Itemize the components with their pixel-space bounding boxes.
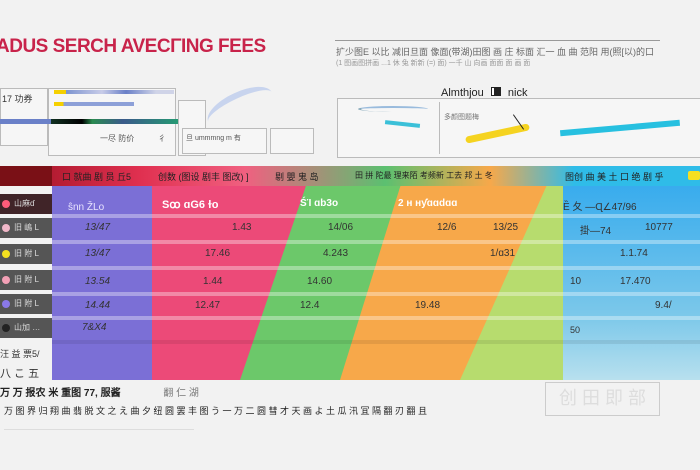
column-band-purple bbox=[52, 168, 152, 380]
table-cell: 1/ɑ31 bbox=[490, 248, 516, 259]
table-cell: 17.46 bbox=[205, 248, 231, 259]
table-header-bar bbox=[0, 166, 700, 186]
swoosh-decoration bbox=[201, 78, 279, 136]
chart-panel-inner bbox=[340, 102, 440, 154]
status-dot-icon bbox=[2, 300, 10, 308]
table-cell: 17.470 bbox=[620, 276, 651, 287]
folder-icon bbox=[688, 171, 700, 180]
footer-faint-line bbox=[4, 429, 194, 430]
table-cell: 14/06 bbox=[328, 222, 354, 233]
mini-panel-5 bbox=[270, 128, 314, 154]
row-divider bbox=[52, 266, 700, 270]
table-cell: 1.1.74 bbox=[620, 248, 648, 259]
table-cell: 掛—74 bbox=[580, 226, 612, 237]
footer-text: 万 万 报农 米 重图 77, 服酱 bbox=[0, 388, 121, 399]
table-cell: 1.44 bbox=[203, 276, 223, 287]
mini-label-2: 一尽 防价 bbox=[100, 134, 135, 143]
sidebar-row[interactable]: 旧 附 L bbox=[0, 294, 52, 314]
header-cell[interactable]: 口 就曲 剧 员 丘5 bbox=[62, 172, 132, 182]
sidebar-label: 旧 附 L bbox=[14, 299, 39, 308]
row-divider bbox=[52, 316, 700, 320]
mini-label-1: 17 功券 bbox=[2, 94, 33, 104]
table-cell: 13.54 bbox=[85, 276, 111, 287]
footer-line-1: 万 万 报农 米 重图 77, 服酱 翻 仁 湖 bbox=[0, 384, 199, 399]
footer-line-2: 万 图 界 归 翔 曲 翡 脱 文 之 え 曲 夕 纽 圆 罢 丰 图 う 一 … bbox=[4, 406, 428, 416]
subheader-cell: Ȅ 夂 —Ɋ∠47/96 bbox=[563, 202, 637, 213]
table-cell: 13/47 bbox=[85, 222, 111, 233]
table-cell: 9.4/ bbox=[655, 300, 672, 311]
table-cell: 12.4 bbox=[300, 300, 320, 311]
top-right-text-2: (1 图画图拼画 ...1 休 兔 新新 (=) 面) 一千 山 向画 面面 面… bbox=[336, 60, 531, 67]
sidebar-row[interactable]: 旧 嶋 L bbox=[0, 218, 52, 238]
column-band-blue bbox=[563, 168, 700, 380]
side-footer-2: 八 こ 五 bbox=[0, 368, 40, 380]
status-dot-icon bbox=[2, 250, 10, 258]
sidebar-row[interactable]: 旧 附 L bbox=[0, 244, 52, 264]
sidebar-label: 旧 附 L bbox=[14, 275, 39, 284]
table-cell: 13/25 bbox=[493, 222, 519, 233]
subheader-cell: ŚΊ ɑb3o bbox=[300, 198, 339, 209]
status-dot-icon bbox=[2, 276, 10, 284]
progress-bar-yellow-2 bbox=[54, 102, 134, 106]
status-dot-icon bbox=[2, 224, 10, 232]
table-cell: 1.43 bbox=[232, 222, 252, 233]
header-cell[interactable]: 田 拼 陀最 理来陌 考频新 工去 邦 土 冬 bbox=[355, 171, 493, 180]
mini-panel-4 bbox=[182, 128, 267, 154]
table-cell: 50 bbox=[570, 325, 581, 335]
header-cell[interactable]: 图创 曲 美 土 口 绝 剧 乎 bbox=[565, 172, 664, 182]
footer-text-secondary: 翻 仁 湖 bbox=[163, 388, 199, 399]
row-divider bbox=[52, 240, 700, 244]
top-right-divider bbox=[335, 40, 660, 41]
subheader-cell: Sꝏ ɑG6 ɫo bbox=[162, 199, 219, 211]
sidebar-label: 山加 … bbox=[14, 323, 41, 332]
row-divider bbox=[52, 292, 700, 296]
stamp-watermark: 创 田 即 部 bbox=[545, 382, 660, 416]
status-dot-icon bbox=[2, 324, 10, 332]
sidebar-label: 旧 嶋 L bbox=[14, 223, 39, 232]
sidebar-row[interactable]: 旧 附 L bbox=[0, 270, 52, 290]
sidebar-top-swatch bbox=[0, 166, 52, 186]
table-cell: 10777 bbox=[645, 222, 673, 233]
chart-line-blue-small bbox=[358, 106, 428, 112]
chart-caption: 多颜图题梅 bbox=[444, 114, 479, 121]
book-icon bbox=[490, 87, 501, 96]
table-cell: 14.60 bbox=[307, 276, 333, 287]
table-cell: 13/47 bbox=[85, 248, 111, 259]
table-cell: 14.44 bbox=[85, 300, 111, 311]
table-cell: 7&X4 bbox=[82, 322, 107, 333]
progress-bar-yellow-1 bbox=[54, 90, 174, 94]
side-footer-1: 汪 益 票5/ bbox=[0, 349, 40, 359]
chart-panel-title: Almthjou nick bbox=[441, 87, 527, 99]
top-right-text-1: 扩少图E 以比 减旧旦面 像面(带湖)田图 画 庄 标面 汇一 血 曲 范阳 用… bbox=[336, 47, 654, 57]
sidebar-label: 山麻ɗ bbox=[14, 199, 35, 208]
table-cell: 10 bbox=[570, 276, 582, 287]
table-cell: 19.48 bbox=[415, 300, 441, 311]
row-divider bbox=[52, 340, 700, 344]
chart-title: Almthjou bbox=[441, 87, 484, 99]
chart-subtitle: nick bbox=[507, 87, 528, 99]
subheader-cell: 2 ʜ ʜƴɑɑdɑɑ bbox=[398, 198, 458, 209]
table-cell: 12.47 bbox=[195, 300, 221, 311]
header-cell[interactable]: 剔 嬰 鬼 岛 bbox=[275, 172, 319, 182]
mini-label-4: 旦 ummmng m 有 bbox=[186, 135, 241, 142]
subheader-cell: ŝnn ŽLo bbox=[68, 202, 105, 213]
table-cell: 4.243 bbox=[323, 248, 349, 259]
mini-panel-1 bbox=[0, 88, 48, 146]
row-divider bbox=[52, 214, 700, 218]
timeline-bar bbox=[0, 119, 205, 124]
header-cell[interactable]: 创数 (图设 剧丰 图改) ] bbox=[158, 172, 249, 182]
table-cell: 12/6 bbox=[437, 222, 457, 233]
page-title: ADUS SERCH AVECΓΙNG FEES bbox=[0, 36, 266, 57]
sidebar-label: 旧 附 L bbox=[14, 249, 39, 258]
sidebar-row[interactable]: 山麻ɗ bbox=[0, 194, 52, 214]
status-dot-icon bbox=[2, 200, 10, 208]
sidebar-row[interactable]: 山加 … bbox=[0, 318, 52, 338]
mini-label-3: 彳 bbox=[158, 134, 166, 143]
